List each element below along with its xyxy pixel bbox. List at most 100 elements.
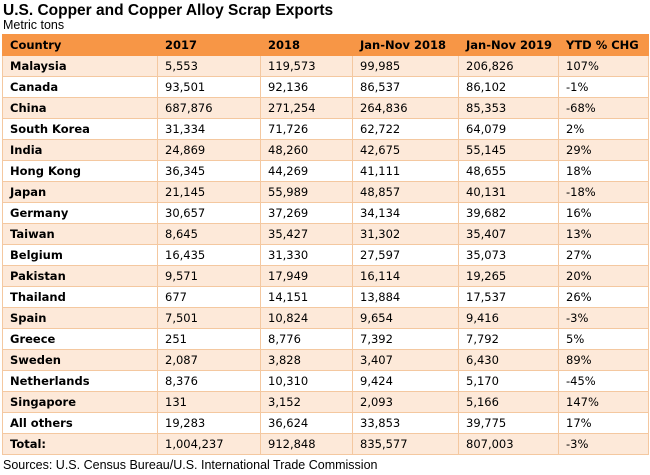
cell-country: Total: [2,433,158,455]
table-row: Taiwan 8,645 35,427 31,302 35,407 13% [2,223,649,245]
cell-ytd-change: 16% [558,202,649,224]
cell-value-2017: 131 [157,391,261,413]
table-row: Japan 21,145 55,989 48,857 40,131 -18% [2,181,649,203]
cell-value-2018: 71,726 [260,118,353,140]
cell-value-2017: 93,501 [157,76,261,98]
cell-value-2018: 10,310 [260,370,353,392]
cell-country: Singapore [2,391,158,413]
cell-value-jan-nov-2019: 48,655 [458,160,559,182]
cell-value-2017: 9,571 [157,265,261,287]
table-row: Malaysia 5,553 119,573 99,985 206,826 107% [2,55,649,77]
cell-ytd-change: 89% [558,349,649,371]
cell-value-jan-nov-2018: 31,302 [352,223,459,245]
cell-ytd-change: 29% [558,139,649,161]
cell-value-2017: 251 [157,328,261,350]
cell-ytd-change: -45% [558,370,649,392]
cell-value-2018: 31,330 [260,244,353,266]
cell-value-2017: 21,145 [157,181,261,203]
cell-value-jan-nov-2019: 85,353 [458,97,559,119]
cell-ytd-change: -3% [558,307,649,329]
cell-value-jan-nov-2019: 39,775 [458,412,559,434]
exports-table: Country 2017 2018 Jan-Nov 2018 Jan-Nov 2… [2,34,649,455]
cell-country: Japan [2,181,158,203]
cell-value-jan-nov-2018: 9,424 [352,370,459,392]
total-row: Total: 1,004,237 912,848 835,577 807,003 -3% [2,433,649,455]
cell-value-2018: 17,949 [260,265,353,287]
cell-ytd-change: 13% [558,223,649,245]
cell-value-jan-nov-2018: 27,597 [352,244,459,266]
table-row: Pakistan 9,571 17,949 16,114 19,265 20% [2,265,649,287]
cell-value-jan-nov-2019: 9,416 [458,307,559,329]
cell-value-jan-nov-2019: 206,826 [458,55,559,77]
cell-value-2018: 44,269 [260,160,353,182]
table-row: Singapore 131 3,152 2,093 5,166 147% [2,391,649,413]
cell-country: Canada [2,76,158,98]
cell-country: All others [2,412,158,434]
cell-ytd-change: -18% [558,181,649,203]
cell-country: Spain [2,307,158,329]
header-2017: 2017 [157,34,261,56]
source-note: Sources: U.S. Census Bureau/U.S. Interna… [3,458,378,472]
cell-value-2018: 3,828 [260,349,353,371]
cell-value-2018: 10,824 [260,307,353,329]
cell-value-jan-nov-2018: 41,111 [352,160,459,182]
cell-value-jan-nov-2018: 7,392 [352,328,459,350]
cell-value-jan-nov-2019: 19,265 [458,265,559,287]
cell-value-2017: 687,876 [157,97,261,119]
table-row: All others 19,283 36,624 33,853 39,775 17% [2,412,649,434]
header-jan-nov-2019: Jan-Nov 2019 [458,34,559,56]
table-row: India 24,869 48,260 42,675 55,145 29% [2,139,649,161]
header-2018: 2018 [260,34,353,56]
cell-value-jan-nov-2019: 5,170 [458,370,559,392]
cell-country: Netherlands [2,370,158,392]
table-row: Belgium 16,435 31,330 27,597 35,073 27% [2,244,649,266]
cell-value-2018: 35,427 [260,223,353,245]
cell-value-2017: 5,553 [157,55,261,77]
cell-value-2017: 7,501 [157,307,261,329]
cell-value-2017: 677 [157,286,261,308]
cell-value-jan-nov-2018: 48,857 [352,181,459,203]
cell-value-jan-nov-2018: 86,537 [352,76,459,98]
cell-value-jan-nov-2019: 807,003 [458,433,559,455]
cell-country: India [2,139,158,161]
cell-value-jan-nov-2018: 99,985 [352,55,459,77]
table-row: Thailand 677 14,151 13,884 17,537 26% [2,286,649,308]
cell-value-jan-nov-2018: 2,093 [352,391,459,413]
cell-value-2017: 2,087 [157,349,261,371]
cell-value-2017: 16,435 [157,244,261,266]
cell-country: Malaysia [2,55,158,77]
cell-ytd-change: 20% [558,265,649,287]
cell-ytd-change: 18% [558,160,649,182]
cell-value-2017: 36,345 [157,160,261,182]
cell-value-jan-nov-2018: 3,407 [352,349,459,371]
cell-value-2018: 271,254 [260,97,353,119]
header-ytd-change: YTD % CHG [558,34,649,56]
table-row: Germany 30,657 37,269 34,134 39,682 16% [2,202,649,224]
cell-value-jan-nov-2019: 35,407 [458,223,559,245]
cell-value-jan-nov-2019: 64,079 [458,118,559,140]
cell-country: Greece [2,328,158,350]
cell-value-jan-nov-2019: 5,166 [458,391,559,413]
cell-value-2017: 31,334 [157,118,261,140]
cell-country: South Korea [2,118,158,140]
cell-value-jan-nov-2018: 835,577 [352,433,459,455]
cell-value-2017: 8,645 [157,223,261,245]
header-jan-nov-2018: Jan-Nov 2018 [352,34,459,56]
cell-value-jan-nov-2018: 42,675 [352,139,459,161]
cell-country: Pakistan [2,265,158,287]
cell-value-jan-nov-2019: 86,102 [458,76,559,98]
cell-value-2018: 55,989 [260,181,353,203]
cell-value-2018: 14,151 [260,286,353,308]
cell-value-jan-nov-2018: 33,853 [352,412,459,434]
cell-ytd-change: -1% [558,76,649,98]
cell-ytd-change: 17% [558,412,649,434]
cell-ytd-change: 107% [558,55,649,77]
cell-country: Hong Kong [2,160,158,182]
table-row: Sweden 2,087 3,828 3,407 6,430 89% [2,349,649,371]
cell-value-2018: 92,136 [260,76,353,98]
cell-value-2018: 37,269 [260,202,353,224]
cell-value-jan-nov-2019: 7,792 [458,328,559,350]
cell-value-jan-nov-2018: 16,114 [352,265,459,287]
cell-ytd-change: -68% [558,97,649,119]
cell-value-jan-nov-2019: 55,145 [458,139,559,161]
